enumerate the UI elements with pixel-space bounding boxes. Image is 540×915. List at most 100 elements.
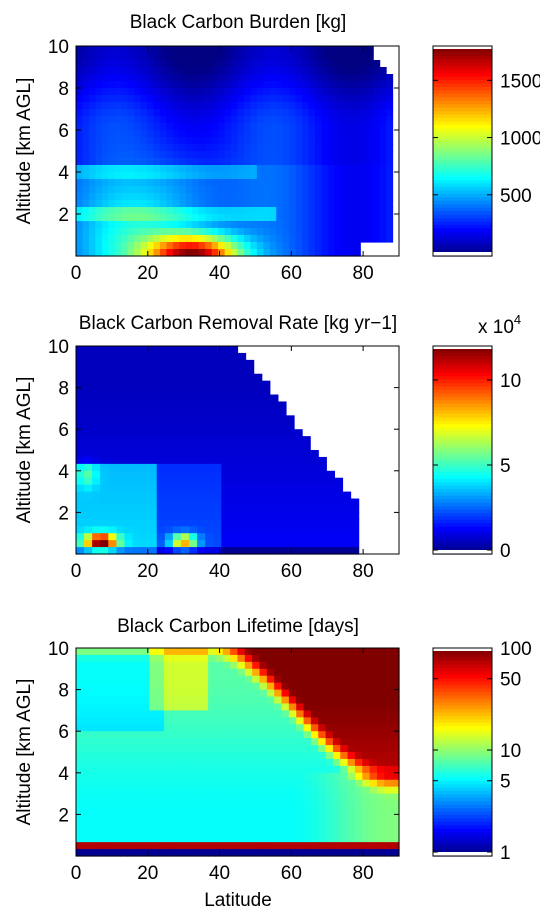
heatmap-cell	[90, 717, 99, 725]
heatmap-cell	[127, 710, 136, 718]
heatmap-cell	[281, 648, 290, 656]
heatmap-cell	[318, 758, 327, 767]
heatmap-cell	[229, 380, 239, 389]
heatmap-cell	[230, 648, 239, 656]
heatmap-cell	[197, 359, 206, 368]
heatmap-cell	[237, 415, 247, 423]
heatmap-cell	[149, 710, 158, 718]
heatmap-cell	[354, 668, 363, 677]
heatmap-cell	[310, 526, 319, 534]
heatmap-cell	[83, 849, 92, 857]
heatmap-cell	[148, 526, 158, 534]
heatmap-cell	[127, 137, 135, 145]
heatmap-cell	[340, 179, 348, 187]
heatmap-cell	[376, 675, 385, 684]
heatmap-cell	[185, 235, 193, 243]
heatmap-cell	[327, 200, 335, 208]
heatmap-cell	[221, 443, 231, 451]
heatmap-cell	[84, 394, 93, 403]
colorbar-segment	[433, 835, 492, 840]
heatmap-cell	[250, 221, 258, 229]
heatmap-cell	[263, 116, 271, 124]
heatmap-cell	[321, 221, 329, 229]
heatmap-cell	[159, 67, 168, 75]
heatmap-cell	[112, 717, 121, 725]
heatmap-cell	[347, 682, 356, 691]
heatmap-cell	[205, 165, 213, 173]
heatmap-cell	[116, 526, 126, 534]
heatmap-cell	[83, 675, 92, 684]
heatmap-cell	[153, 249, 161, 257]
heatmap-cell	[156, 443, 166, 451]
heatmap-cell	[263, 193, 271, 201]
heatmap-cell	[295, 207, 303, 215]
heatmap-cell	[76, 547, 85, 555]
heatmap-cell	[288, 772, 297, 781]
heatmap-cell	[108, 109, 116, 117]
heatmap-cell	[198, 221, 206, 229]
heatmap-cell	[354, 800, 363, 809]
heatmap-cell	[366, 46, 374, 54]
heatmap-cell	[185, 95, 193, 103]
heatmap-cell	[245, 380, 255, 389]
heatmap-cell	[101, 102, 109, 110]
heatmap-cell	[95, 109, 103, 117]
heatmap-cell	[90, 800, 99, 809]
heatmap-cell	[92, 526, 101, 534]
heatmap-cell	[379, 88, 387, 96]
heatmap-cell	[231, 186, 239, 194]
heatmap-cell	[303, 821, 312, 829]
heatmap-cell	[197, 540, 206, 548]
heatmap-cell	[213, 436, 222, 444]
x-tick-label: 0	[71, 561, 82, 582]
heatmap-cell	[391, 696, 400, 705]
heatmap-cell	[132, 512, 142, 520]
heatmap-cell	[205, 102, 213, 110]
colorbar-segment	[433, 739, 492, 744]
heatmap-cell	[140, 235, 148, 243]
heatmap-cell	[148, 498, 158, 507]
heatmap-cell	[185, 81, 193, 89]
heatmap-cell	[172, 387, 182, 396]
heatmap-cell	[156, 765, 165, 774]
heatmap-cell	[237, 745, 246, 753]
heatmap-cell	[266, 724, 275, 732]
heatmap-cell	[369, 724, 378, 732]
heatmap-cell	[231, 88, 239, 96]
y-tick-label: 6	[58, 420, 69, 441]
heatmap-cell	[376, 752, 385, 760]
heatmap-cell	[159, 95, 168, 103]
heatmap-cell	[310, 821, 319, 829]
heatmap-cell	[289, 137, 297, 145]
heatmap-cell	[362, 724, 371, 732]
heatmap-cell	[310, 738, 319, 746]
heatmap-cell	[127, 800, 136, 809]
heatmap-cell	[391, 814, 400, 822]
heatmap-cell	[391, 807, 400, 815]
heatmap-cell	[391, 731, 400, 739]
heatmap-cell	[101, 200, 109, 208]
heatmap-cell	[149, 842, 158, 850]
heatmap-cell	[76, 450, 85, 458]
heatmap-cell	[172, 512, 182, 520]
colorbar-segment	[433, 492, 492, 497]
heatmap-cell	[229, 477, 239, 486]
heatmap-cell	[340, 228, 348, 236]
heatmap-cell	[189, 526, 198, 534]
heatmap-cell	[289, 130, 297, 138]
heatmap-cell	[213, 547, 222, 555]
heatmap-cell	[112, 758, 121, 767]
heatmap-cell	[108, 242, 116, 250]
heatmap-cell	[303, 800, 312, 809]
heatmap-cell	[200, 689, 209, 698]
heatmap-cell	[112, 703, 121, 711]
colorbar-segment	[433, 661, 492, 666]
heatmap-cell	[347, 123, 355, 131]
heatmap-cell	[303, 828, 312, 836]
heatmap-cell	[274, 731, 283, 739]
heatmap-cell	[178, 814, 187, 822]
heatmap-cell	[221, 498, 231, 507]
heatmap-cell	[334, 526, 344, 534]
heatmap-cell	[353, 235, 361, 243]
